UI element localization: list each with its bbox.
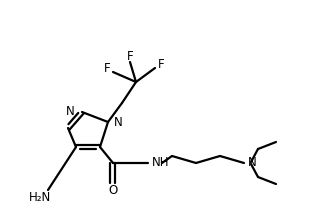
- Text: N: N: [66, 105, 75, 117]
- Text: N: N: [248, 155, 257, 168]
- Text: NH: NH: [152, 155, 170, 168]
- Text: H₂N: H₂N: [29, 190, 51, 204]
- Text: F: F: [158, 57, 164, 71]
- Text: O: O: [108, 184, 118, 196]
- Text: F: F: [104, 61, 110, 75]
- Text: F: F: [127, 50, 133, 63]
- Text: N: N: [114, 115, 123, 129]
